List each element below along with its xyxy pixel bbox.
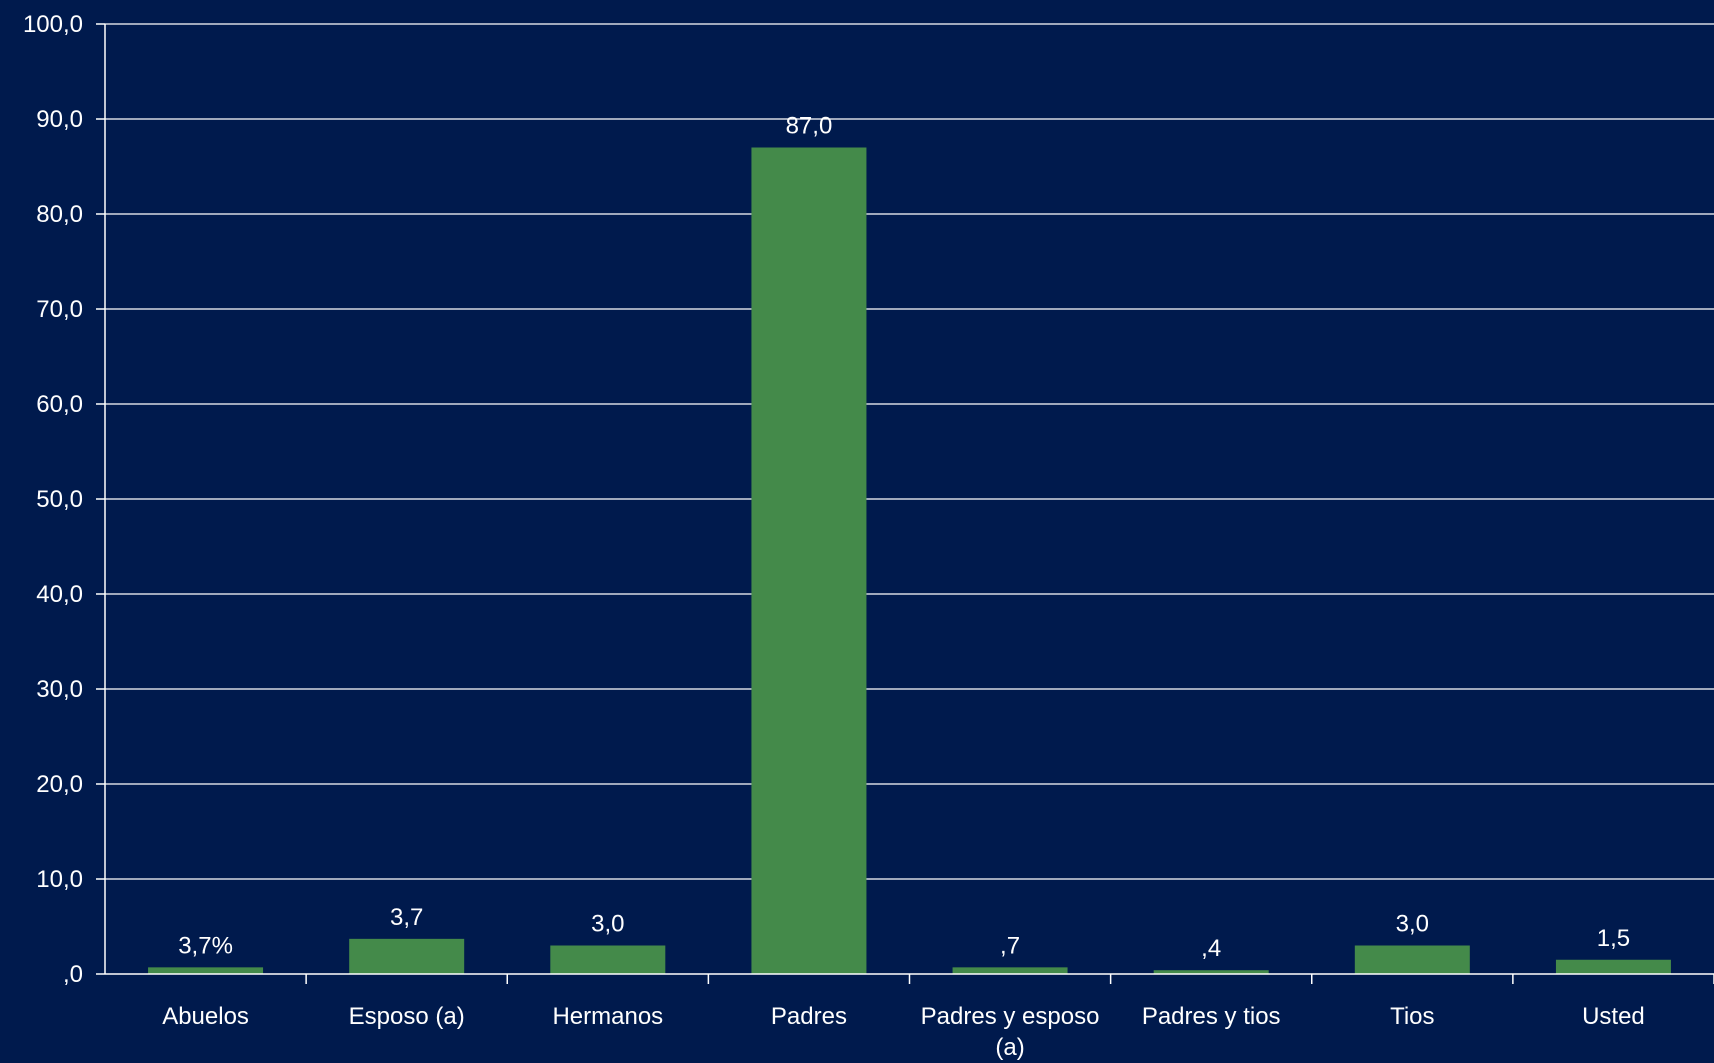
category-label: Padres y tios [1142,1003,1281,1030]
y-tick-label: 30,0 [36,676,83,703]
bar [148,967,264,974]
data-label: 1,5 [1597,925,1630,952]
bar [952,967,1068,974]
data-label: 3,0 [1396,911,1429,938]
bar [751,147,867,974]
category-label: (a) [995,1034,1024,1061]
labels: 100,0 90,0 80,0 70,0 60,0 50,0 40,0 30,0 20,0 10,… [23,11,1645,1061]
bar [1354,945,1470,974]
y-tick-label: 70,0 [36,296,83,323]
gridlines [105,23,1714,880]
bar [1153,970,1269,974]
category-label: Padres y esposo [921,1003,1100,1030]
category-label: Esposo (a) [349,1003,465,1030]
bars [148,147,1671,974]
data-label: 87,0 [786,113,833,140]
bar [550,945,666,974]
y-tick-label: 100,0 [23,11,83,38]
category-label: Abuelos [162,1003,249,1030]
bar [1555,959,1671,974]
y-tick-label: 10,0 [36,866,83,893]
data-label: ,7 [1000,932,1020,959]
y-tick-label: 60,0 [36,391,83,418]
y-tick-label: 40,0 [36,581,83,608]
category-label: Tios [1390,1003,1434,1030]
data-label: 3,7% [178,932,233,959]
y-tick-label: 90,0 [36,106,83,133]
y-tick-label: 80,0 [36,201,83,228]
y-tick-label: 20,0 [36,771,83,798]
category-label: Padres [771,1003,847,1030]
category-label: Usted [1582,1003,1645,1030]
data-label: 3,7 [390,904,423,931]
data-label: 3,0 [591,911,624,938]
bar [349,938,465,974]
data-label: ,4 [1201,935,1221,962]
category-label: Hermanos [552,1003,663,1030]
y-tick-label: ,0 [63,961,83,988]
axes [96,23,1714,984]
y-tick-label: 50,0 [36,486,83,513]
